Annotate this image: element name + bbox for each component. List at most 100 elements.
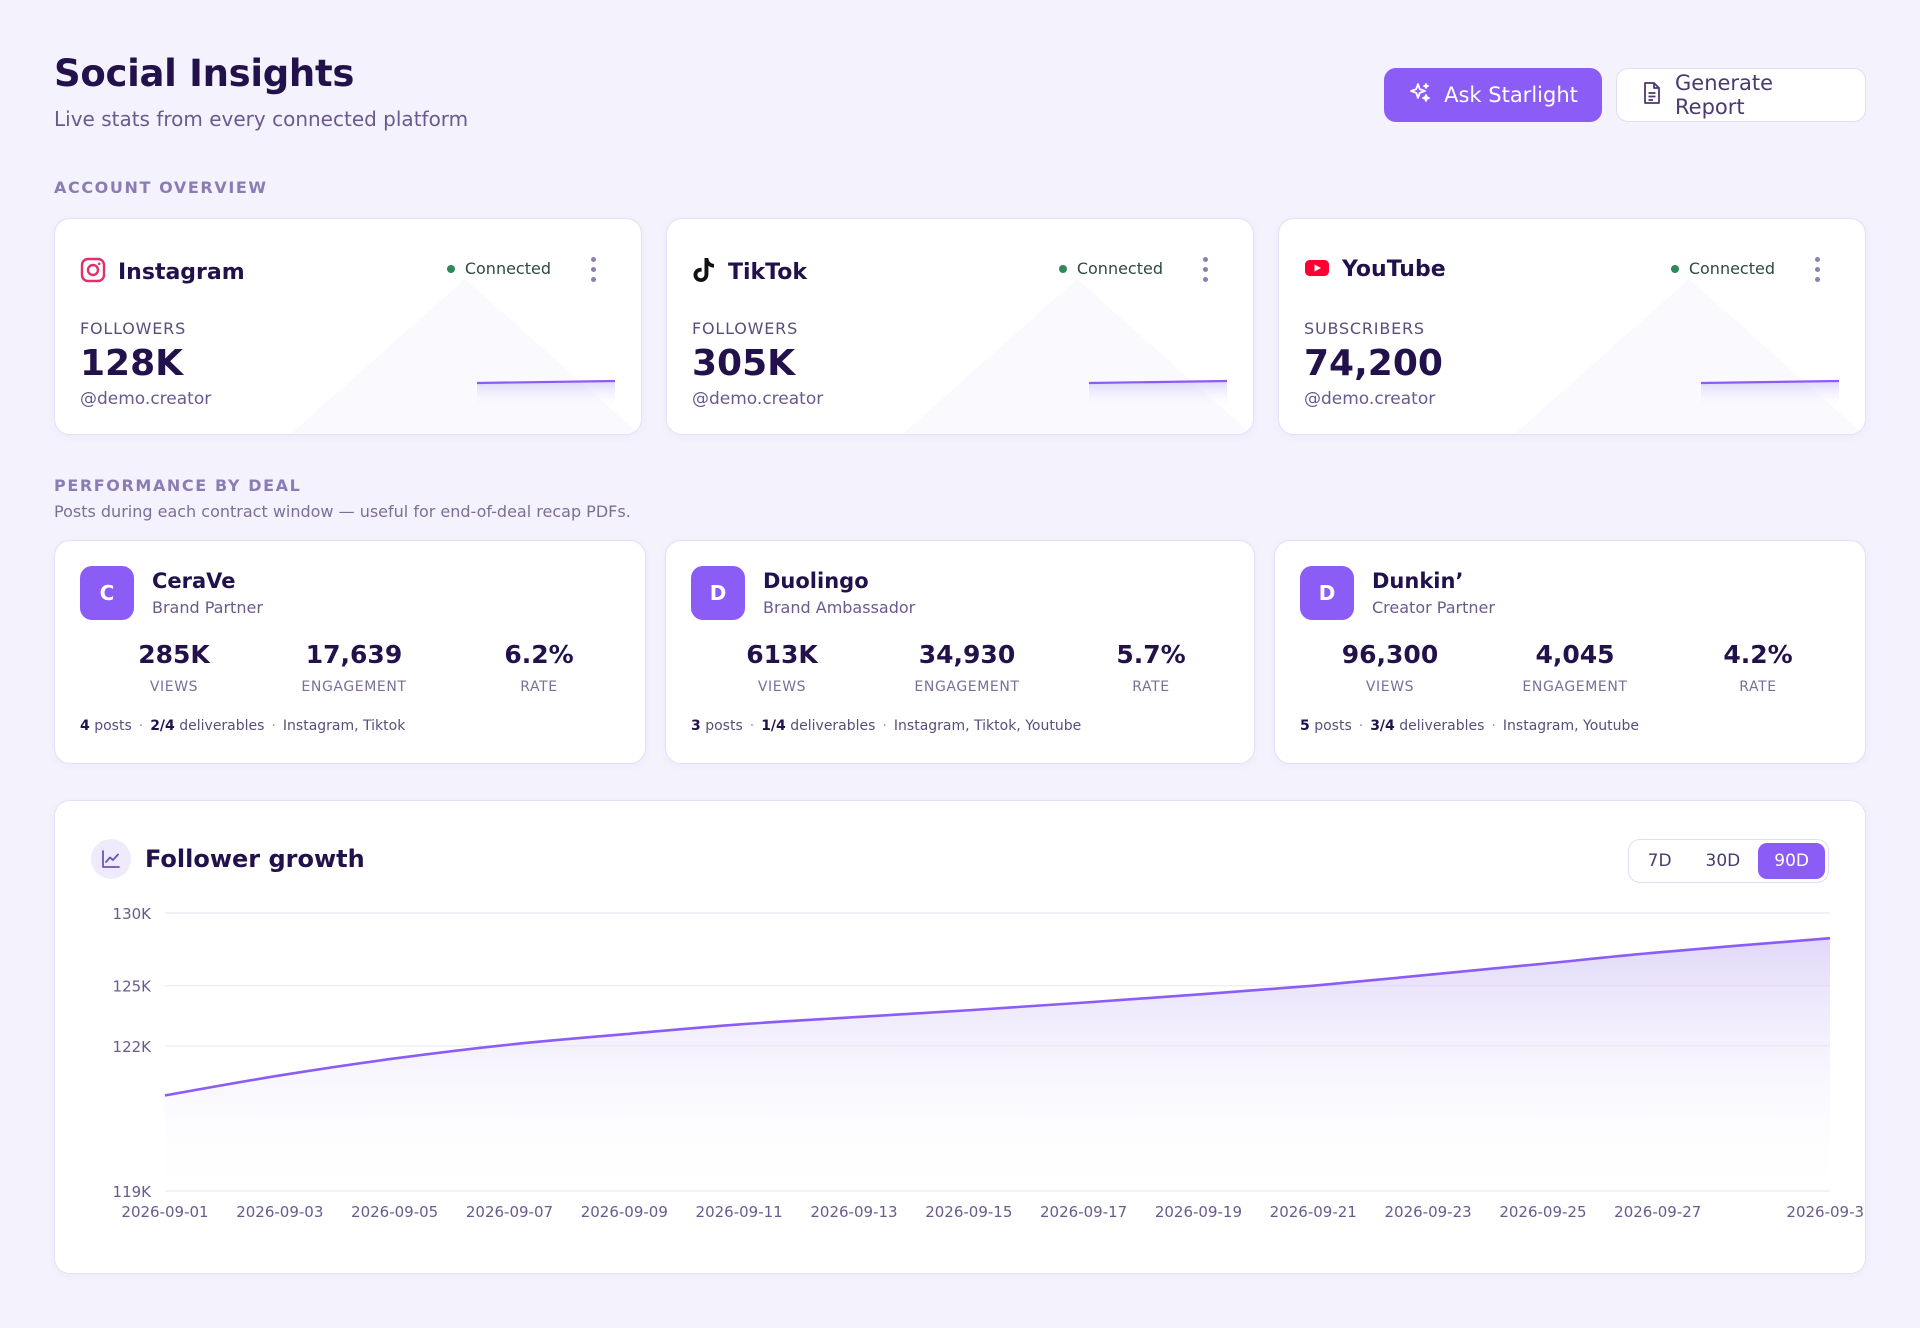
ask-starlight-label: Ask Starlight [1444, 83, 1578, 107]
engagement-stat: 4,045 ENGAGEMENT [1495, 640, 1655, 695]
page-header: Social Insights Live stats from every co… [54, 52, 1866, 142]
posts-count: 5 [1300, 718, 1310, 734]
deal-platforms: Instagram, Youtube [1502, 718, 1640, 734]
range-7d-button[interactable]: 7D [1647, 851, 1672, 871]
rate-stat: 6.2% RATE [479, 640, 599, 695]
more-options-icon[interactable] [591, 257, 597, 282]
rate-label: RATE [1132, 679, 1170, 695]
deal-name: CeraVe [152, 569, 236, 593]
tiktok-icon [692, 257, 716, 287]
ask-starlight-button[interactable]: Ask Starlight [1384, 68, 1602, 122]
deliverables-label: deliverables [179, 718, 265, 734]
platform-header: Instagram [80, 257, 245, 287]
account-handle: @demo.creator [692, 389, 824, 409]
deal-card-cerave[interactable]: C CeraVe Brand Partner 285K VIEWS 17,639… [54, 540, 646, 764]
x-tick-label: 2026-09-09 [581, 1203, 668, 1221]
range-90d-button[interactable]: 90D [1758, 843, 1825, 879]
y-tick-label: 122K [113, 1038, 153, 1056]
account-handle: @demo.creator [1304, 389, 1436, 409]
deal-header: D Dunkin’ Creator Partner [1300, 566, 1495, 620]
posts-count: 4 [80, 718, 90, 734]
youtube-icon [1304, 258, 1330, 282]
generate-report-label: Generate Report [1675, 71, 1774, 119]
status-text: Connected [1688, 259, 1775, 278]
deliverables-count: 2/4 [150, 718, 175, 734]
x-tick-label: 2026-09-17 [1040, 1203, 1127, 1221]
platform-card-instagram[interactable]: Instagram Connected FOLLOWERS 128K @demo… [54, 218, 642, 435]
rate-label: RATE [1739, 679, 1777, 695]
more-options-icon[interactable] [1815, 257, 1821, 282]
platform-name: YouTube [1342, 257, 1446, 282]
follower-growth-chart: 119K 122K 125K 130K 2026-09-01 2026-09-03 2026… [113, 905, 1866, 1221]
engagement-value: 4,045 [1535, 640, 1615, 669]
instagram-icon [80, 257, 106, 287]
deal-footer: 5 posts · 3/4 deliverables · Instagram, Yout… [1300, 718, 1640, 734]
header-actions: Ask Starlight Generate Report [1384, 68, 1866, 122]
engagement-stat: 17,639 ENGAGEMENT [274, 640, 434, 695]
sparkline [477, 379, 615, 409]
engagement-label: ENGAGEMENT [914, 679, 1020, 695]
views-label: VIEWS [757, 679, 807, 695]
deal-platforms: Instagram, Tiktok, Youtube [893, 718, 1082, 734]
avatar: D [691, 566, 745, 620]
deliverables-count: 3/4 [1370, 718, 1395, 734]
sparkline [1089, 379, 1227, 409]
performance-by-deal-label: PERFORMANCE BY DEAL [54, 476, 302, 495]
x-tick-label: 2026-09-19 [1155, 1203, 1242, 1221]
deliverables-label: deliverables [790, 718, 876, 734]
posts-label: posts [1314, 718, 1352, 734]
deal-header: D Duolingo Brand Ambassador [691, 566, 915, 620]
y-tick-label: 125K [113, 978, 153, 996]
deal-role: Brand Ambassador [763, 598, 916, 617]
status-dot [1058, 264, 1067, 273]
deal-footer: 4 posts · 2/4 deliverables · Instagram, Tikt… [80, 718, 406, 734]
deal-header: C CeraVe Brand Partner [80, 566, 263, 620]
chart-header: Follower growth [91, 839, 365, 879]
status-badge: Connected [446, 259, 551, 278]
deal-card-duolingo[interactable]: D Duolingo Brand Ambassador 613K VIEWS 3… [665, 540, 1255, 764]
more-options-icon[interactable] [1203, 257, 1209, 282]
range-30d-button[interactable]: 30D [1705, 851, 1741, 871]
page-subtitle: Live stats from every connected platform [54, 107, 469, 131]
engagement-label: ENGAGEMENT [1522, 679, 1628, 695]
views-stat: 613K VIEWS [722, 640, 842, 695]
y-tick-label: 130K [113, 905, 153, 923]
chart-title: Follower growth [145, 845, 365, 873]
views-label: VIEWS [1365, 679, 1415, 695]
performance-by-deal-description: Posts during each contract window — usef… [54, 502, 631, 521]
status-text: Connected [1076, 259, 1163, 278]
deliverables-count: 1/4 [761, 718, 786, 734]
platform-card-tiktok[interactable]: TikTok Connected FOLLOWERS 305K @demo.cr… [666, 218, 1254, 435]
avatar: D [1300, 566, 1354, 620]
status-dot [446, 264, 455, 273]
card-decoration [1509, 279, 1865, 434]
rate-value: 6.2% [504, 640, 574, 669]
x-tick-label: 2026-09-30 [1786, 1203, 1866, 1221]
card-decoration [285, 279, 641, 434]
platform-card-youtube[interactable]: YouTube Connected SUBSCRIBERS 74,200 @de… [1278, 218, 1866, 435]
deal-title-block: CeraVe Brand Partner [152, 569, 263, 617]
deal-title-block: Duolingo Brand Ambassador [763, 569, 915, 617]
page-title: Social Insights [54, 52, 355, 95]
status-text: Connected [464, 259, 551, 278]
engagement-value: 17,639 [305, 640, 403, 669]
x-tick-label: 2026-09-23 [1385, 1203, 1472, 1221]
x-tick-label: 2026-09-01 [121, 1203, 208, 1221]
posts-count: 3 [691, 718, 701, 734]
x-tick-label: 2026-09-27 [1614, 1203, 1701, 1221]
x-tick-label: 2026-09-25 [1499, 1203, 1586, 1221]
deliverables-label: deliverables [1399, 718, 1485, 734]
metric-value: 305K [692, 343, 796, 384]
y-tick-label: 119K [113, 1183, 153, 1201]
views-value: 96,300 [1341, 640, 1439, 669]
engagement-stat: 34,930 ENGAGEMENT [887, 640, 1047, 695]
deal-card-dunkin[interactable]: D Dunkin’ Creator Partner 96,300 VIEWS 4… [1274, 540, 1866, 764]
posts-label: posts [94, 718, 132, 734]
generate-report-button[interactable]: Generate Report [1616, 68, 1866, 122]
posts-label: posts [705, 718, 743, 734]
growth-line [164, 936, 1831, 1097]
deal-name: Dunkin’ [1372, 569, 1464, 593]
views-label: VIEWS [149, 679, 199, 695]
growth-area [165, 938, 1830, 1191]
rate-label: RATE [520, 679, 558, 695]
